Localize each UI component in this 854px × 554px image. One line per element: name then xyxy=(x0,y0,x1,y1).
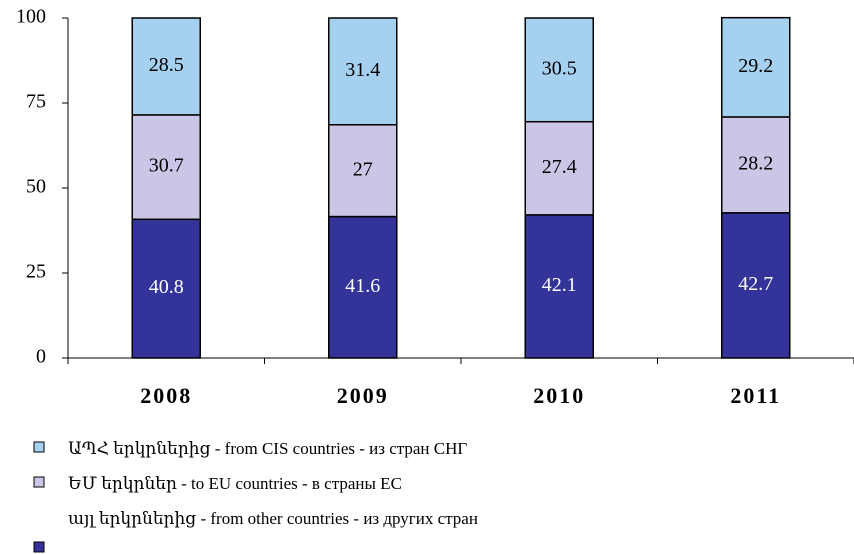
data-label: 42.7 xyxy=(738,273,773,295)
data-label: 40.8 xyxy=(149,276,184,298)
legend-label: այլ երկրներից - from other countries - и… xyxy=(68,509,478,528)
bar-segment xyxy=(721,116,791,214)
bar-segment xyxy=(721,16,791,118)
data-label: 29.2 xyxy=(738,55,773,77)
legend-label: ԵՄ երկրներ - to EU countries - в страны … xyxy=(68,474,402,493)
data-label: 31.4 xyxy=(345,59,380,81)
data-label: 30.5 xyxy=(542,57,577,79)
data-label: 28.5 xyxy=(149,54,184,76)
data-label: 42.1 xyxy=(542,274,577,296)
data-label: 30.7 xyxy=(149,155,184,177)
data-label: 28.2 xyxy=(738,152,773,174)
x-tick-label: 2011 xyxy=(730,383,781,408)
bar-segment xyxy=(131,218,201,359)
x-tick-label: 2010 xyxy=(533,383,585,408)
y-tick-label: 75 xyxy=(26,91,46,113)
data-label: 27.4 xyxy=(542,156,577,178)
x-tick-label: 2008 xyxy=(140,383,192,408)
y-tick-label: 25 xyxy=(26,261,46,283)
legend-swatch xyxy=(33,541,45,553)
legend-swatch xyxy=(33,476,45,488)
bar-segment xyxy=(131,17,201,116)
y-tick-label: 0 xyxy=(36,346,46,368)
y-tick-label: 50 xyxy=(26,176,46,198)
legend-swatch xyxy=(33,441,45,453)
bar-segment xyxy=(524,17,594,123)
data-label: 41.6 xyxy=(345,275,380,297)
x-tick-label: 2009 xyxy=(337,383,389,408)
bar-segment xyxy=(131,114,201,221)
bar-segment xyxy=(721,212,791,359)
y-tick-label: 100 xyxy=(16,6,46,28)
legend-label: ԱՊՀ երկրներից - from CIS countries - из … xyxy=(68,439,467,458)
bar-segment xyxy=(328,124,398,218)
bar-segment xyxy=(328,17,398,126)
data-label: 27 xyxy=(353,158,373,180)
bar-segment xyxy=(328,215,398,359)
